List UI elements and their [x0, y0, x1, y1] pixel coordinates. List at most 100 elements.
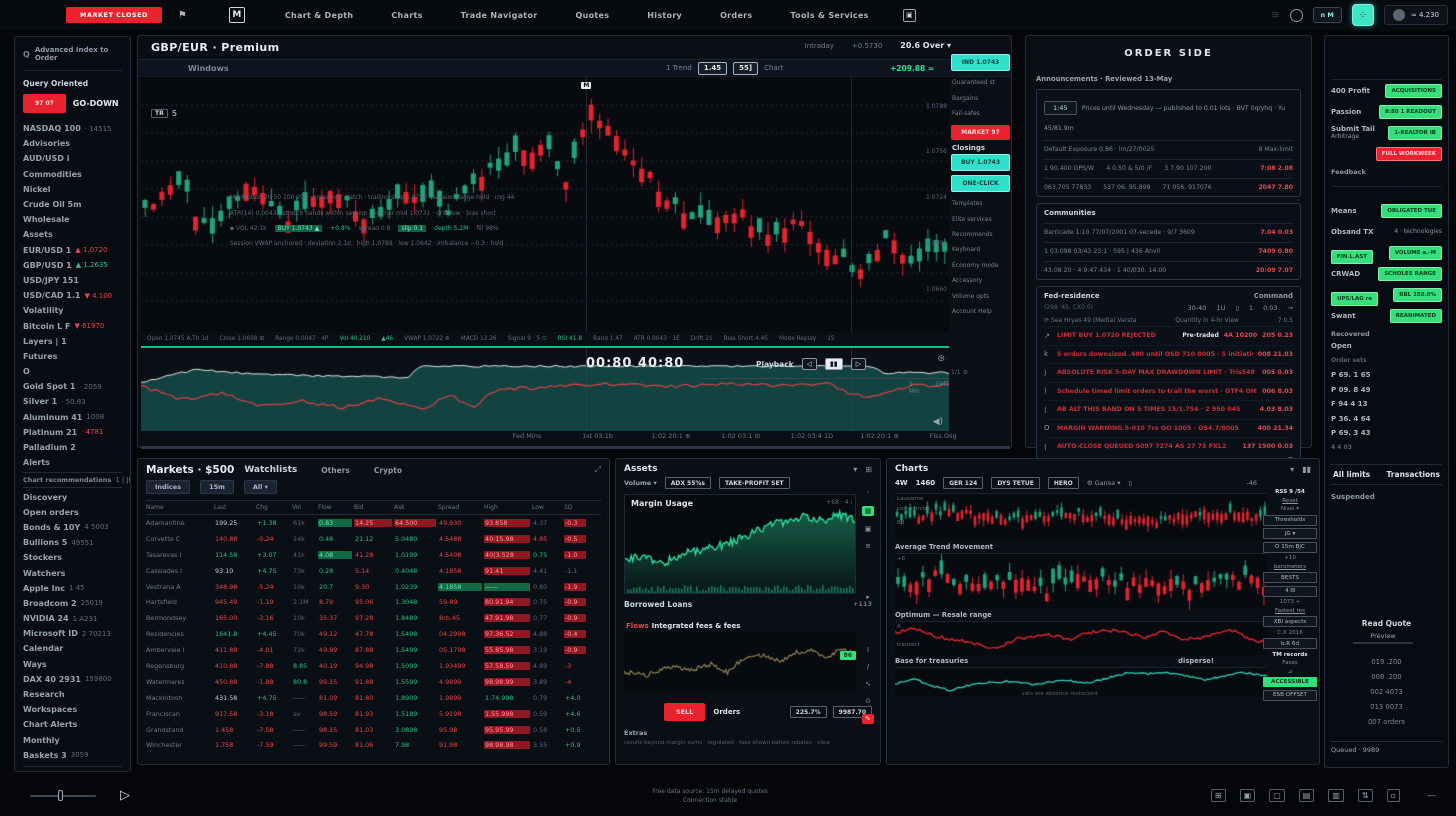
flows-chart[interactable]: Flows Integrated fees & fees 86 — [624, 622, 856, 691]
table-row[interactable]: Bermondsey 165.00 -3.16 10k 35.37 97.28 1.8489… — [146, 610, 601, 626]
adx-chip[interactable]: ADX 55%s — [664, 477, 711, 489]
extra-icon[interactable]: ▯ — [1128, 479, 1133, 487]
watchlist-item[interactable]: NVIDIA 24 1 A231 — [23, 614, 98, 624]
rail-item[interactable]: Fail-safes — [952, 109, 980, 117]
watchlist-item[interactable]: Ways — [23, 659, 47, 669]
status-icon[interactable]: ▢ — [1269, 789, 1285, 802]
tab-others[interactable]: Others — [321, 465, 350, 475]
charts-tool-tm-records[interactable]: TM records — [1272, 651, 1308, 658]
watchlist-item[interactable]: Alerts — [23, 458, 50, 468]
status-icon[interactable]: ⊞ — [1210, 789, 1226, 802]
popout-icon[interactable]: ⊞ — [865, 464, 872, 474]
signal-row[interactable]: 400 Profit ACQUISITIONS — [1331, 80, 1442, 101]
price-chip-1[interactable]: 1.45 — [697, 61, 728, 75]
status-icon[interactable]: ▥ — [1328, 789, 1344, 802]
signal-row[interactable]: FIN.L.AST VOLUME a.-M — [1331, 242, 1442, 264]
order-row[interactable]: ⟩ ABSOLUTE RISK 5-DAY MAX DRAWDOWN LIMIT … — [1044, 363, 1293, 382]
watchlist-item[interactable]: Assets — [23, 230, 53, 240]
assets-tool-icon[interactable]: ▸ — [866, 593, 870, 601]
watchlist-item[interactable]: Broadcom 2 25019 — [23, 598, 103, 608]
watchlist-item[interactable]: Volatility — [23, 306, 64, 316]
rail-item[interactable]: Accessory — [952, 277, 983, 285]
assets-tool-icon[interactable]: ▣ — [864, 525, 872, 533]
status-icon[interactable]: ▤ — [1298, 789, 1315, 802]
table-row[interactable]: Hartsfield 945.49 -1.19 2.1M 8.79 95.06 1.3048… — [146, 594, 601, 610]
table-row[interactable]: Corvette C 140.88 -0.24 24k 0.48 21.12 5.0480 4… — [146, 531, 601, 547]
charts-tool--[interactable]: ⊿ — [1287, 668, 1293, 675]
charts-tool-o-15m-bjc[interactable]: O 15m BJC — [1263, 541, 1317, 553]
filter-chip[interactable]: 15m — [200, 480, 234, 494]
order-row[interactable]: ⟨ AUTO-CLOSE QUEUED 5097 7274 AS 27 73 PX… — [1044, 437, 1293, 456]
charts-tool-fases[interactable]: Fases — [1282, 660, 1298, 666]
charts-tool-reset[interactable]: Reset — [1282, 497, 1298, 504]
chip-hero[interactable]: HERO — [1047, 477, 1079, 489]
signal-row[interactable]: FULL WORKWEEK — [1331, 143, 1442, 164]
mini-chart-b[interactable]: +6 — [895, 553, 1267, 610]
watchlist-item[interactable]: Palladium 2 — [23, 443, 76, 453]
signal-row[interactable]: CRWAD SCHOLES RANGE — [1331, 263, 1442, 284]
extras-label[interactable]: Extras — [624, 729, 648, 737]
mini-chart-c[interactable]: A transect — [895, 621, 1267, 656]
time-input[interactable]: 1:45 — [1044, 101, 1077, 115]
rail-item[interactable]: Recommends — [952, 231, 993, 239]
signal-row[interactable]: Obsand TX 4 · technologies — [1331, 227, 1442, 236]
watchlist-item[interactable]: O — [23, 367, 30, 377]
filter-chip[interactable]: All ▾ — [243, 480, 277, 494]
order-control[interactable]: 1 — [1248, 304, 1254, 312]
watchlist-item[interactable]: Wholesale — [23, 215, 70, 225]
tab-transactions[interactable]: Transactions — [1386, 470, 1440, 479]
menu-item-history[interactable]: History — [647, 10, 683, 20]
pause-bars-icon[interactable]: ▮▮ — [1302, 464, 1311, 474]
rail-pager[interactable]: 1/1 ⚙ — [951, 369, 968, 376]
sidebar-search[interactable]: Q Advanced Index to Order — [23, 43, 122, 71]
watchlist-item[interactable]: GBP/USD 1 ▲ 1.2635 — [23, 260, 108, 270]
order-row[interactable]: ↗ LIMIT BUY 1.0720 REJECTED Pre-traded 4A 1… — [1044, 326, 1293, 345]
range-4w[interactable]: 4W — [895, 479, 908, 487]
mini-chart-d[interactable]: vats are absence restocked — [895, 667, 1267, 698]
subchart-settings-icon[interactable]: ⊜ — [937, 354, 945, 364]
mini-logo-icon[interactable]: ▣ — [902, 8, 916, 22]
assets-tool-icon[interactable]: / — [866, 663, 870, 671]
tab-command[interactable]: Command — [1253, 292, 1293, 300]
watchlist-item[interactable]: Apple Inc 1 45 — [23, 583, 85, 593]
table-row[interactable]: Watermarks 450.88 -1.88 80.8 99.15 91.88 1.559… — [146, 677, 572, 686]
market-status-badge[interactable]: MARKET CLOSED — [66, 7, 162, 23]
watchlist-item[interactable]: Bitcoin L F ▼ 61970 — [23, 321, 105, 331]
range-1460[interactable]: 1460 — [915, 479, 936, 487]
table-row[interactable]: Franciscan 917.58 -3.18 av 98.59 81.93 1.5189 5… — [146, 709, 581, 718]
watchlist-item[interactable]: Platinum 21 · 4781 — [23, 427, 104, 437]
table-row[interactable]: Regensburg 410.88 -7.88 8.85 40.19 94.98 1.509… — [146, 661, 572, 670]
charts-tool-bests[interactable]: BESTS — [1263, 572, 1317, 583]
order-control[interactable]: 30-40 — [1187, 304, 1207, 312]
watchlist-item[interactable]: Research — [23, 690, 65, 700]
assets-tool-icon[interactable]: ◦ — [865, 489, 871, 497]
order-control[interactable]: → — [1287, 304, 1293, 312]
table-row[interactable]: Winchester 1.758 -7.59 —— 99.59 81.06 7.98 91.9… — [146, 741, 581, 750]
charts-tool-thresholds[interactable]: Thresholds — [1263, 514, 1317, 526]
charts-tool-b-r-6d[interactable]: b.R 6d — [1263, 638, 1317, 649]
order-row[interactable]: ⟨ AB ALT THIS BAND ON 5 TIMES 15/1.754 · … — [1044, 400, 1293, 419]
charts-tool-esb-offset[interactable]: ESB OFFSET — [1263, 689, 1317, 701]
charts-tool-4-[interactable]: 4 ₪ — [1263, 585, 1317, 597]
zoom-slider[interactable] — [30, 789, 96, 801]
collapse-icon[interactable]: ▾ — [853, 464, 858, 474]
sell-alert-button[interactable]: 97 07 — [23, 94, 66, 113]
watchlist-item[interactable]: Microsoft ID 2 70213 — [23, 629, 111, 639]
buy-button[interactable]: BUY 1.0743 — [951, 154, 1010, 172]
assets-tool-icon[interactable]: ∿ — [865, 680, 871, 688]
watchlist-item[interactable]: Aluminum 41 1008 — [23, 412, 105, 422]
watchlist-item[interactable]: USD/JPY 151 — [23, 275, 79, 285]
menu-item-charts[interactable]: Charts — [391, 10, 423, 20]
watchlist-item[interactable]: Chart Alerts — [23, 720, 78, 730]
tab-fed-residence[interactable]: Fed-residence — [1044, 292, 1100, 300]
order-row[interactable]: ⟩ Schedule timed limit orders to trail th… — [1044, 381, 1293, 401]
tab-crypto[interactable]: Crypto — [373, 465, 403, 475]
watchlist-item[interactable]: Monthly — [23, 735, 60, 745]
chip-ger[interactable]: GER 124 — [943, 477, 984, 489]
range-dropdown[interactable]: 20.6 Over ▾ — [900, 41, 951, 50]
bar-marker[interactable]: M — [581, 82, 592, 89]
watchlist-item[interactable]: DAX 40 2931 159800 — [23, 674, 112, 684]
step-forward-button[interactable]: ▷ — [850, 358, 867, 370]
